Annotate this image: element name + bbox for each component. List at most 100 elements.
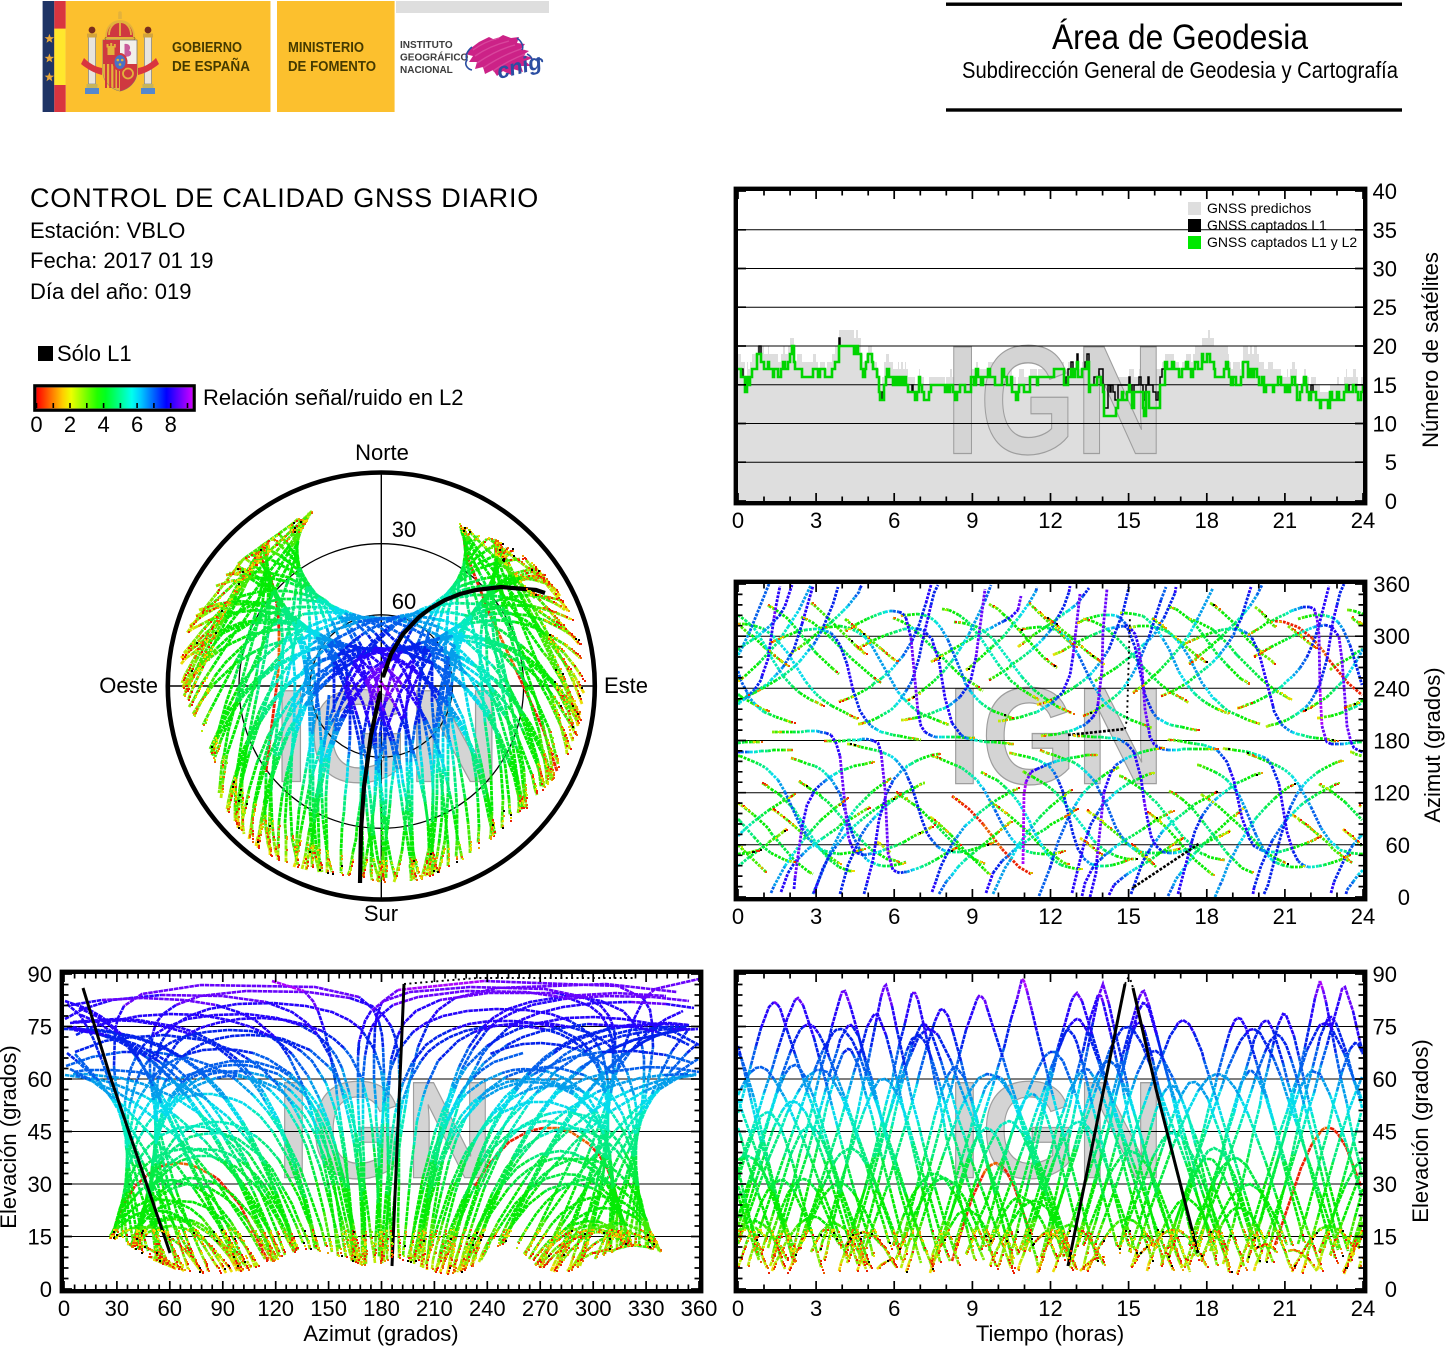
svg-text:9: 9 xyxy=(966,1296,978,1321)
svg-text:Elevación (grados): Elevación (grados) xyxy=(0,1045,21,1228)
svg-text:3: 3 xyxy=(810,508,822,533)
svg-text:240: 240 xyxy=(1373,676,1410,701)
svg-text:Este: Este xyxy=(604,673,648,698)
svg-text:75: 75 xyxy=(1373,1015,1397,1040)
svg-text:45: 45 xyxy=(28,1120,52,1145)
svg-text:60: 60 xyxy=(158,1296,182,1321)
svg-text:10: 10 xyxy=(1373,412,1397,437)
svg-text:60: 60 xyxy=(28,1067,52,1092)
svg-text:75: 75 xyxy=(28,1015,52,1040)
svg-text:360: 360 xyxy=(1373,572,1410,597)
svg-text:Número de satélites: Número de satélites xyxy=(1418,252,1443,448)
svg-text:20: 20 xyxy=(1373,334,1397,359)
svg-text:Azimut (grados): Azimut (grados) xyxy=(303,1321,458,1346)
svg-text:15: 15 xyxy=(1116,904,1140,929)
svg-text:0: 0 xyxy=(1385,489,1397,514)
svg-text:DE ESPAÑA: DE ESPAÑA xyxy=(172,57,250,75)
svg-text:30: 30 xyxy=(1373,1172,1397,1197)
svg-text:GEOGRÁFICO: GEOGRÁFICO xyxy=(400,51,469,64)
svg-text:60: 60 xyxy=(392,589,416,614)
svg-text:NACIONAL: NACIONAL xyxy=(400,65,453,76)
svg-text:30: 30 xyxy=(392,517,416,542)
svg-text:18: 18 xyxy=(1195,1296,1219,1321)
svg-text:Sólo L1: Sólo L1 xyxy=(57,341,132,366)
svg-text:CONTROL DE CALIDAD GNSS DIARIO: CONTROL DE CALIDAD GNSS DIARIO xyxy=(30,183,539,213)
svg-text:4: 4 xyxy=(97,412,109,437)
svg-text:2: 2 xyxy=(64,412,76,437)
svg-text:0: 0 xyxy=(40,1277,52,1302)
svg-text:90: 90 xyxy=(1373,962,1397,987)
svg-text:Sur: Sur xyxy=(364,901,398,926)
svg-text:15: 15 xyxy=(1116,1296,1140,1321)
svg-text:Área de Geodesia: Área de Geodesia xyxy=(1052,18,1308,57)
svg-text:0: 0 xyxy=(1398,885,1410,910)
svg-text:24: 24 xyxy=(1351,508,1375,533)
svg-text:45: 45 xyxy=(1373,1120,1397,1145)
svg-text:0: 0 xyxy=(58,1296,70,1321)
svg-text:30: 30 xyxy=(28,1172,52,1197)
svg-text:3: 3 xyxy=(810,904,822,929)
svg-text:60: 60 xyxy=(1386,833,1410,858)
svg-text:6: 6 xyxy=(888,904,900,929)
svg-text:90: 90 xyxy=(28,962,52,987)
svg-text:9: 9 xyxy=(966,904,978,929)
svg-text:6: 6 xyxy=(131,412,143,437)
svg-text:Norte: Norte xyxy=(355,440,409,465)
svg-text:21: 21 xyxy=(1273,508,1297,533)
svg-text:12: 12 xyxy=(1038,1296,1062,1321)
svg-text:0: 0 xyxy=(30,412,42,437)
svg-text:12: 12 xyxy=(1038,508,1062,533)
svg-text:270: 270 xyxy=(522,1296,559,1321)
svg-text:0: 0 xyxy=(732,1296,744,1321)
svg-text:300: 300 xyxy=(575,1296,612,1321)
svg-text:3: 3 xyxy=(810,1296,822,1321)
svg-text:6: 6 xyxy=(888,508,900,533)
svg-text:GNSS captados L1 y L2: GNSS captados L1 y L2 xyxy=(1207,234,1357,250)
svg-text:MINISTERIO: MINISTERIO xyxy=(288,40,364,56)
svg-text:24: 24 xyxy=(1351,904,1375,929)
svg-text:0: 0 xyxy=(732,904,744,929)
svg-text:GNSS captados L1: GNSS captados L1 xyxy=(1207,217,1327,233)
svg-text:15: 15 xyxy=(1116,508,1140,533)
svg-text:30: 30 xyxy=(105,1296,129,1321)
svg-text:15: 15 xyxy=(28,1225,52,1250)
svg-text:6: 6 xyxy=(888,1296,900,1321)
svg-text:120: 120 xyxy=(1373,781,1410,806)
svg-text:Subdirección General de Geodes: Subdirección General de Geodesia y Carto… xyxy=(962,57,1399,83)
svg-text:8: 8 xyxy=(165,412,177,437)
svg-text:60: 60 xyxy=(1373,1067,1397,1092)
svg-text:25: 25 xyxy=(1373,295,1397,320)
svg-text:9: 9 xyxy=(966,508,978,533)
svg-text:GOBIERNO: GOBIERNO xyxy=(172,40,242,56)
svg-text:15: 15 xyxy=(1373,1225,1397,1250)
svg-text:24: 24 xyxy=(1351,1296,1375,1321)
svg-text:Azimut (grados): Azimut (grados) xyxy=(1420,667,1445,822)
svg-text:Oeste: Oeste xyxy=(99,673,158,698)
svg-text:18: 18 xyxy=(1195,904,1219,929)
svg-text:5: 5 xyxy=(1385,450,1397,475)
svg-text:15: 15 xyxy=(1373,373,1397,398)
svg-text:Relación señal/ruido en L2: Relación señal/ruido en L2 xyxy=(203,385,464,410)
svg-text:IGN: IGN xyxy=(948,660,1165,814)
svg-text:18: 18 xyxy=(1195,508,1219,533)
svg-text:330: 330 xyxy=(628,1296,665,1321)
svg-text:Tiempo (horas): Tiempo (horas) xyxy=(976,1321,1124,1346)
svg-text:0: 0 xyxy=(1385,1277,1397,1302)
svg-text:210: 210 xyxy=(416,1296,453,1321)
svg-text:DE FOMENTO: DE FOMENTO xyxy=(288,59,376,75)
svg-text:21: 21 xyxy=(1273,904,1297,929)
svg-text:180: 180 xyxy=(1373,729,1410,754)
svg-text:30: 30 xyxy=(1373,257,1397,282)
svg-text:180: 180 xyxy=(363,1296,400,1321)
svg-text:35: 35 xyxy=(1373,218,1397,243)
svg-text:300: 300 xyxy=(1373,624,1410,649)
svg-text:0: 0 xyxy=(732,508,744,533)
svg-text:Fecha: 2017 01 19: Fecha: 2017 01 19 xyxy=(30,248,213,273)
svg-text:Estación: VBLO: Estación: VBLO xyxy=(30,218,185,243)
svg-text:12: 12 xyxy=(1038,904,1062,929)
svg-text:Elevación (grados): Elevación (grados) xyxy=(1408,1039,1433,1222)
svg-text:120: 120 xyxy=(257,1296,294,1321)
svg-text:240: 240 xyxy=(469,1296,506,1321)
svg-text:90: 90 xyxy=(211,1296,235,1321)
svg-text:360: 360 xyxy=(681,1296,718,1321)
